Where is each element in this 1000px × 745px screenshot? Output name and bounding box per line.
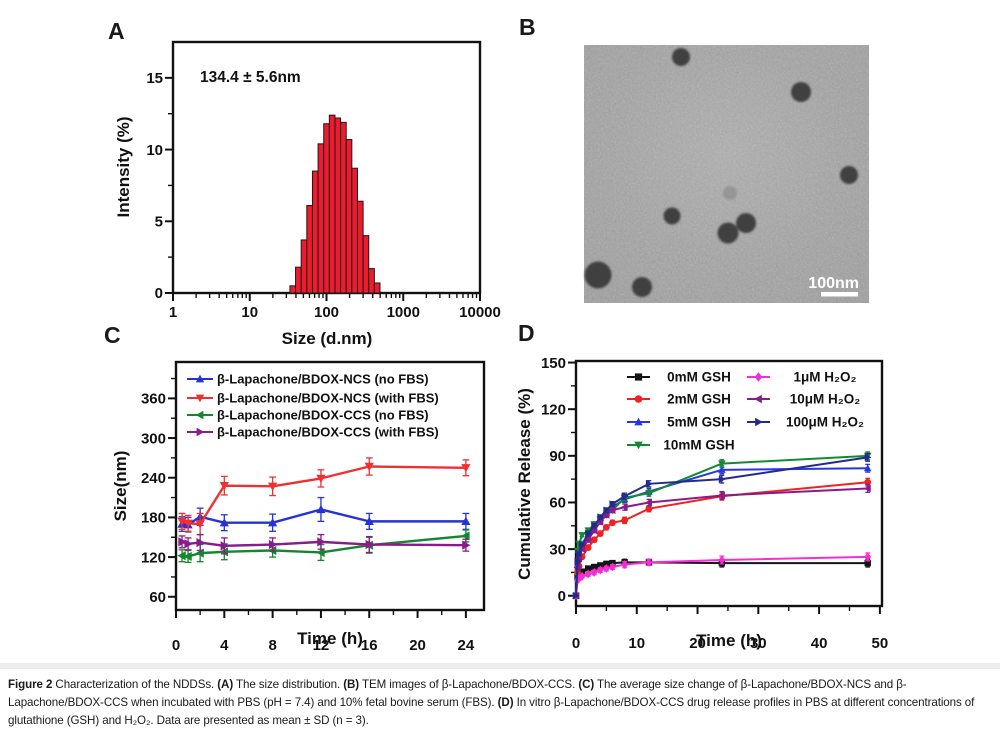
tem-shading xyxy=(584,45,869,303)
svg-text:60: 60 xyxy=(549,495,566,512)
nanoparticle xyxy=(736,213,756,233)
svg-text:0: 0 xyxy=(572,635,580,652)
svg-text:10: 10 xyxy=(146,142,163,159)
svg-text:8: 8 xyxy=(268,637,276,654)
svg-text:10000: 10000 xyxy=(459,304,501,321)
svg-text:16: 16 xyxy=(361,637,378,654)
scale-label: 100nm xyxy=(808,275,859,292)
series--lapachone-bdox-ncs-no-fbs- xyxy=(177,496,471,533)
tem-image: 100nm xyxy=(584,45,869,303)
svg-text:360: 360 xyxy=(141,391,166,408)
svg-text:15: 15 xyxy=(146,70,163,87)
axes: 1 10 100 1000 10000 0 5 10 15 Size (d.nm) Intensit… xyxy=(114,40,501,348)
panel-label-a: A xyxy=(108,18,125,44)
svg-text:5mM GSH: 5mM GSH xyxy=(667,415,731,430)
nanoparticle xyxy=(632,277,652,297)
axes: 0 4 8 12 16 20 24 60 120 180 240 300 360 Time (h) Size… xyxy=(111,360,486,654)
svg-text:150: 150 xyxy=(541,355,566,372)
svg-text:40: 40 xyxy=(811,635,828,652)
svg-text:20: 20 xyxy=(409,637,426,654)
svg-text:1: 1 xyxy=(169,304,177,321)
svg-text:0mM GSH: 0mM GSH xyxy=(667,370,731,385)
svg-text:30: 30 xyxy=(549,541,566,558)
svg-text:30: 30 xyxy=(750,635,767,652)
size-distribution-chart: 1 10 100 1000 10000 0 5 10 15 Size (d.nm) Intensit… xyxy=(114,40,501,348)
svg-text:β-Lapachone/BDOX-CCS (with FBS: β-Lapachone/BDOX-CCS (with FBS) xyxy=(217,425,439,440)
svg-text:24: 24 xyxy=(458,637,475,654)
svg-text:2mM GSH: 2mM GSH xyxy=(667,392,731,407)
svg-text:10: 10 xyxy=(241,304,258,321)
svg-text:134.4 ± 5.6nm: 134.4 ± 5.6nm xyxy=(200,69,301,86)
svg-text:60: 60 xyxy=(149,589,166,606)
figure-caption: Figure 2 Characterization of the NDDSs. … xyxy=(8,678,975,728)
svg-text:Time (h): Time (h) xyxy=(696,631,762,650)
nanoparticle xyxy=(672,48,690,66)
nanoparticle xyxy=(791,82,811,102)
series--lapachone-bdox-ncs-with-fbs- xyxy=(177,457,471,536)
svg-text:300: 300 xyxy=(141,430,166,447)
panel-label-d: D xyxy=(518,320,535,346)
svg-text:240: 240 xyxy=(141,470,166,487)
nanoparticle xyxy=(717,222,739,244)
series-100-m-h-o- xyxy=(572,452,872,600)
svg-text:120: 120 xyxy=(541,401,566,418)
series-1-m-h-o- xyxy=(572,552,872,601)
svg-text:10: 10 xyxy=(628,635,645,652)
svg-text:Time (h): Time (h) xyxy=(297,629,363,648)
nanoparticle xyxy=(663,207,681,225)
svg-text:0: 0 xyxy=(558,588,566,605)
svg-text:180: 180 xyxy=(141,510,166,527)
drug-release-chart: 0 10 20 30 40 50 0 30 60 90 120 150 Time (h) Cumulati… xyxy=(515,355,888,652)
nanoparticles xyxy=(584,48,858,297)
scale-bar xyxy=(821,292,858,297)
nanoparticle xyxy=(723,186,737,200)
svg-text:100μM H₂O₂: 100μM H₂O₂ xyxy=(786,415,864,430)
svg-text:Size(nm): Size(nm) xyxy=(111,451,130,522)
svg-text:120: 120 xyxy=(141,549,166,566)
svg-text:0: 0 xyxy=(172,637,180,654)
nanoparticle xyxy=(840,166,858,184)
series--lapachone-bdox-ccs-with-fbs- xyxy=(178,533,471,555)
svg-text:Cumulative Release (%): Cumulative Release (%) xyxy=(515,388,534,580)
svg-text:β-Lapachone/BDOX-NCS (no FBS): β-Lapachone/BDOX-NCS (no FBS) xyxy=(217,372,429,387)
size-change-chart: 0 4 8 12 16 20 24 60 120 180 240 300 360 Time (h) Size… xyxy=(111,360,486,654)
legend: 0mM GSH 2mM GSH 5mM GSH 10mM GSH 1μM H₂O₂ 10μ… xyxy=(627,370,864,453)
panel-label-b: B xyxy=(519,14,536,40)
svg-text:Intensity (%): Intensity (%) xyxy=(114,116,133,217)
svg-text:12: 12 xyxy=(313,637,330,654)
legend: β-Lapachone/BDOX-NCS (no FBS) β-Lapachone… xyxy=(187,372,439,440)
svg-text:1μM H₂O₂: 1μM H₂O₂ xyxy=(793,370,856,385)
svg-text:Size (d.nm): Size (d.nm) xyxy=(282,329,373,348)
svg-text:β-Lapachone/BDOX-CCS (no FBS): β-Lapachone/BDOX-CCS (no FBS) xyxy=(217,408,429,423)
panel-label-c: C xyxy=(104,322,121,348)
series-5mm-gsh xyxy=(572,463,872,599)
svg-text:10μM H₂O₂: 10μM H₂O₂ xyxy=(790,392,861,407)
svg-text:50: 50 xyxy=(872,635,889,652)
svg-text:100: 100 xyxy=(314,304,339,321)
caption-divider xyxy=(0,663,1000,669)
svg-text:4: 4 xyxy=(220,637,229,654)
svg-text:10mM GSH: 10mM GSH xyxy=(663,438,734,453)
axes: 0 10 20 30 40 50 0 30 60 90 120 150 Time (h) Cumulati… xyxy=(515,355,888,652)
histogram-bars xyxy=(289,114,381,294)
nanoparticle xyxy=(584,261,612,289)
svg-text:5: 5 xyxy=(155,213,163,230)
svg-text:0: 0 xyxy=(155,285,163,302)
svg-text:90: 90 xyxy=(549,448,566,465)
svg-text:20: 20 xyxy=(689,635,706,652)
svg-text:1000: 1000 xyxy=(387,304,420,321)
svg-text:β-Lapachone/BDOX-NCS (with FBS: β-Lapachone/BDOX-NCS (with FBS) xyxy=(217,391,439,406)
